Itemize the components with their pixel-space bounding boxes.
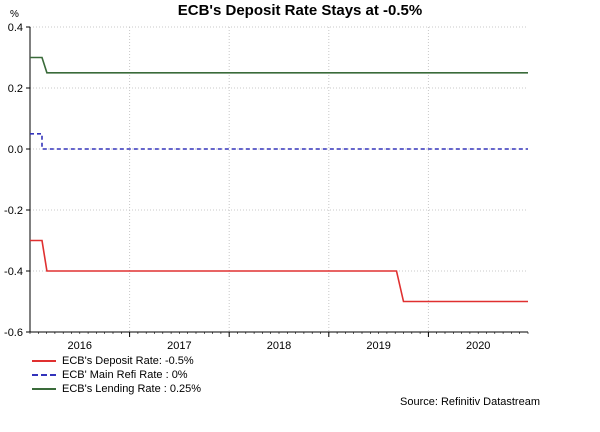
y-tick-label: -0.2 xyxy=(4,205,23,217)
legend-item-lending-rate: ECB's Lending Rate : 0.25% xyxy=(32,382,201,396)
chart-title: ECB's Deposit Rate Stays at -0.5% xyxy=(177,2,423,19)
legend-label-main-refi-rate: ECB' Main Refi Rate : 0% xyxy=(62,369,188,381)
legend-label-lending-rate: ECB's Lending Rate : 0.25% xyxy=(62,383,202,395)
legend-item-main-refi-rate: ECB' Main Refi Rate : 0% xyxy=(32,368,201,382)
y-axis-unit-label: % xyxy=(10,9,19,20)
y-tick-label: -0.6 xyxy=(4,327,23,339)
x-tick-label: 2018 xyxy=(267,340,291,352)
series-line-2 xyxy=(30,56,528,74)
y-tick-label: 0.4 xyxy=(8,22,23,34)
source-note: Source: Refinitiv Datastream xyxy=(400,396,540,408)
y-tick-label: 0.2 xyxy=(8,83,23,95)
y-tick-label: -0.4 xyxy=(4,266,23,278)
legend-label-deposit-rate: ECB's Deposit Rate: -0.5% xyxy=(62,355,194,367)
x-tick-label: 2017 xyxy=(167,340,191,352)
x-tick-label: 2020 xyxy=(466,340,490,352)
legend-item-deposit-rate: ECB's Deposit Rate: -0.5% xyxy=(32,354,201,368)
x-tick-label: 2019 xyxy=(366,340,390,352)
y-tick-label: 0.0 xyxy=(8,144,23,156)
series-line-0 xyxy=(30,239,528,303)
x-tick-label: 2016 xyxy=(68,340,92,352)
legend-swatch-main-refi-rate xyxy=(32,374,56,376)
legend-swatch-lending-rate xyxy=(32,388,56,390)
series-line-1 xyxy=(30,133,528,150)
legend: ECB's Deposit Rate: -0.5% ECB' Main Refi… xyxy=(32,354,201,396)
legend-swatch-deposit-rate xyxy=(32,360,56,362)
